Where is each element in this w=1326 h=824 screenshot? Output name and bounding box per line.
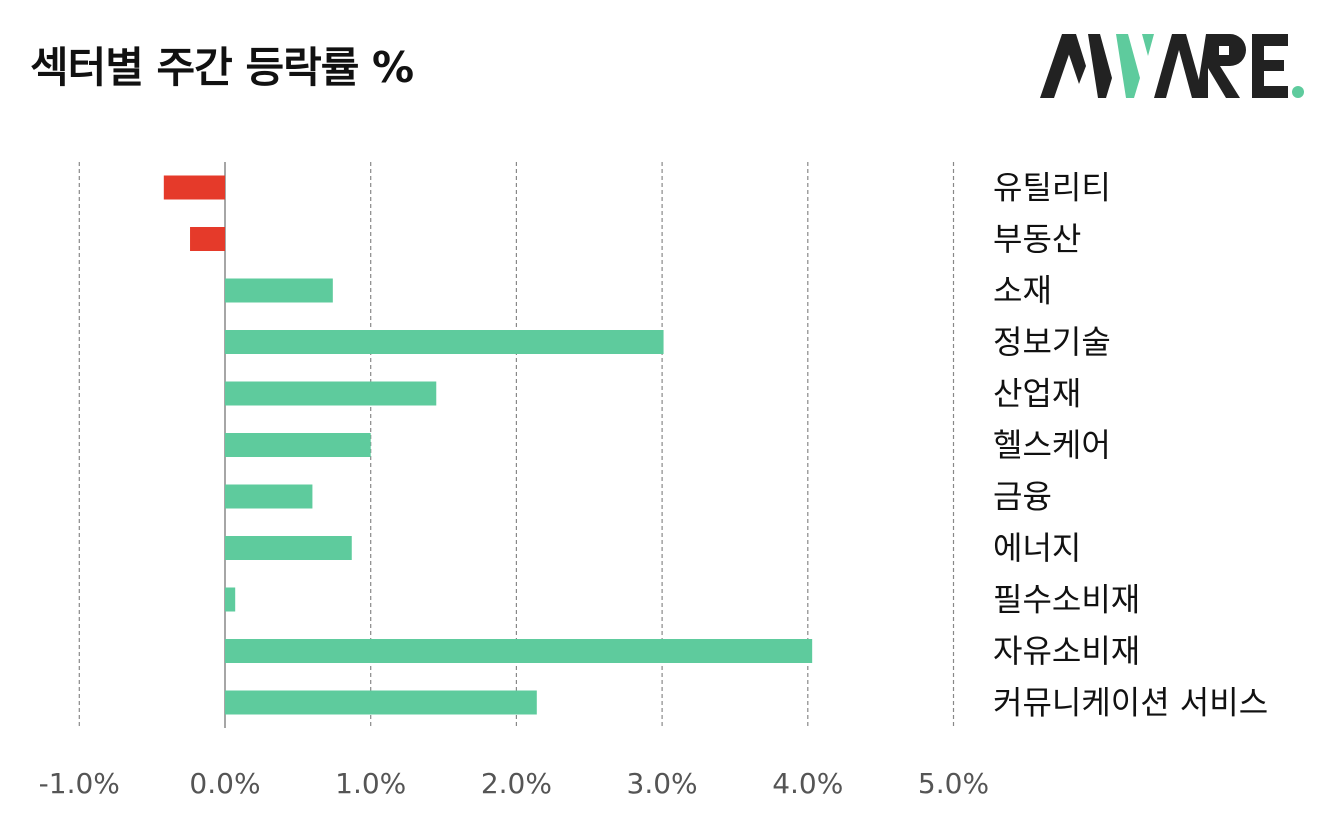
bar-4	[225, 330, 664, 354]
category-label-layer: 유틸리티부동산소재정보기술산업재헬스케어금융에너지필수소비재자유소비재커뮤니케이…	[993, 169, 1268, 722]
bar-1	[163, 175, 225, 200]
category-label: 산업재	[993, 375, 1081, 413]
category-label: 자유소비재	[993, 632, 1140, 670]
x-tick-label: 3.0%	[627, 767, 698, 800]
x-tick-label: 4.0%	[772, 767, 843, 800]
bar-9	[225, 587, 236, 612]
x-tick-label: 0.0%	[189, 767, 260, 800]
bar-3	[225, 278, 333, 303]
category-label: 정보기술	[993, 323, 1111, 361]
logo-letter-r	[1196, 34, 1246, 98]
category-label: 금융	[993, 478, 1052, 516]
x-tick-label: 2.0%	[481, 767, 552, 800]
logo-letter-e	[1252, 34, 1288, 98]
bar-10	[225, 639, 813, 663]
bar-2	[190, 227, 225, 251]
bar-11	[225, 690, 537, 715]
bar-5	[225, 381, 437, 406]
x-tick-label: 5.0%	[918, 767, 989, 800]
category-label: 소재	[993, 272, 1052, 310]
category-label: 커뮤니케이션 서비스	[993, 684, 1268, 722]
brand-logo	[1040, 34, 1304, 98]
category-label: 헬스케어	[993, 426, 1111, 464]
bar-6	[225, 433, 371, 457]
logo-letter-a	[1040, 34, 1086, 98]
category-label: 부동산	[993, 220, 1081, 258]
x-tick-label: -1.0%	[39, 767, 120, 800]
category-label: 에너지	[993, 529, 1081, 567]
logo-letter-a2	[1154, 34, 1204, 98]
logo-letter-w	[1088, 34, 1154, 98]
category-label: 필수소비재	[993, 581, 1140, 619]
bar-layer	[163, 175, 813, 715]
logo-dot	[1292, 86, 1304, 98]
tick-label-layer: -1.0% 0.0% 1.0% 2.0% 3.0% 4.0% 5.0%	[39, 767, 989, 800]
bar-8	[225, 536, 352, 560]
bar-7	[225, 484, 313, 509]
grid-layer	[78, 162, 955, 728]
x-tick-label: 1.0%	[335, 767, 406, 800]
category-label: 유틸리티	[993, 169, 1111, 207]
page-title: 섹터별 주간 등락률 %	[30, 43, 414, 92]
